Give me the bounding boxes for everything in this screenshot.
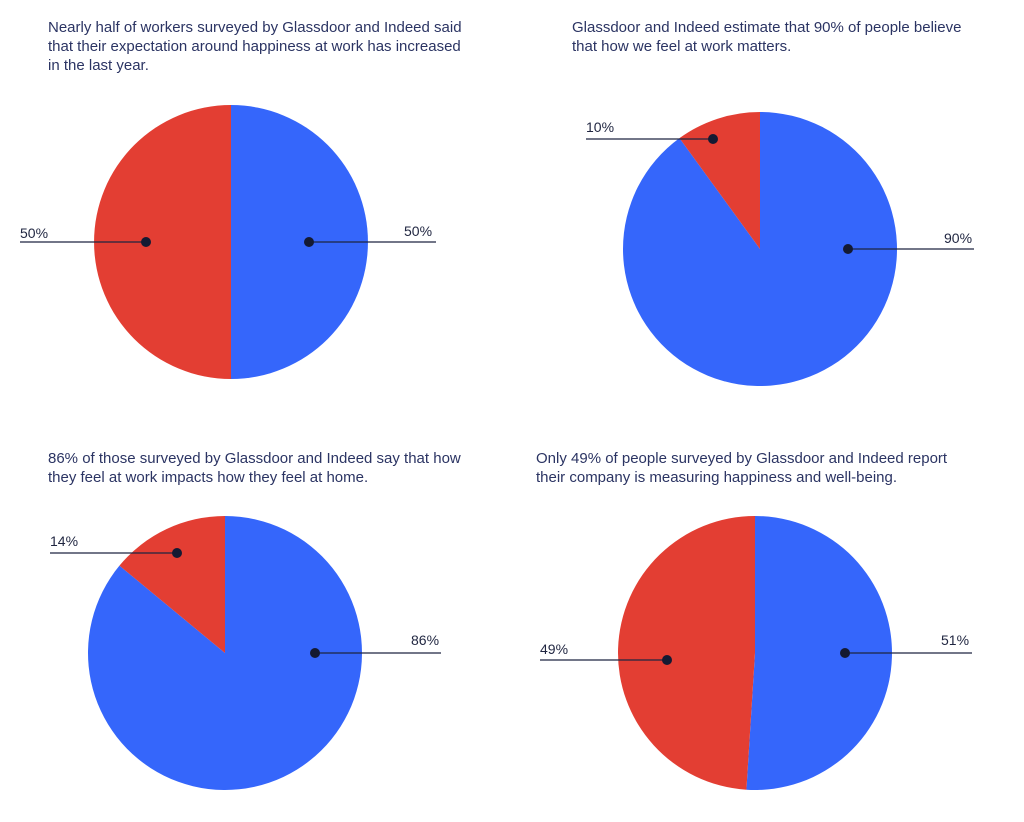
- pie-slice-3-1: [87, 516, 362, 790]
- data-label-3-2: 14%: [50, 533, 78, 549]
- leader-dot-4-1: [840, 648, 850, 658]
- data-label-4-2: 49%: [540, 641, 568, 657]
- data-label-4-1: 51%: [941, 632, 969, 648]
- pie-slice-1-2: [94, 105, 231, 379]
- leader-dot-3-1: [310, 648, 320, 658]
- leader-dot-3-2: [172, 548, 182, 558]
- data-label-1-1: 50%: [404, 223, 432, 239]
- chart-title-4: Only 49% of people surveyed by Glassdoor…: [536, 450, 948, 486]
- leader-dot-2-2: [708, 134, 718, 144]
- chart-title-3: 86% of those surveyed by Glassdoor and I…: [48, 450, 461, 486]
- leader-dot-4-2: [662, 655, 672, 665]
- pie-slice-2-2: [679, 112, 760, 249]
- chart-title-1: Nearly half of workers surveyed by Glass…: [48, 19, 462, 74]
- data-label-3-1: 86%: [411, 632, 439, 648]
- leader-dot-1-2: [141, 237, 151, 247]
- data-label-1-2: 50%: [20, 225, 48, 241]
- chart-title-2: Glassdoor and Indeed estimate that 90% o…: [572, 19, 962, 55]
- pie-slice-3-2: [119, 516, 225, 653]
- leader-dot-2-1: [843, 244, 853, 254]
- data-label-2-2: 10%: [586, 119, 614, 135]
- data-label-2-1: 90%: [944, 230, 972, 246]
- pie-slice-1-1: [231, 105, 368, 379]
- leader-dot-1-1: [304, 237, 314, 247]
- pie-slice-4-1: [746, 516, 892, 791]
- pie-slice-4-2: [617, 516, 755, 790]
